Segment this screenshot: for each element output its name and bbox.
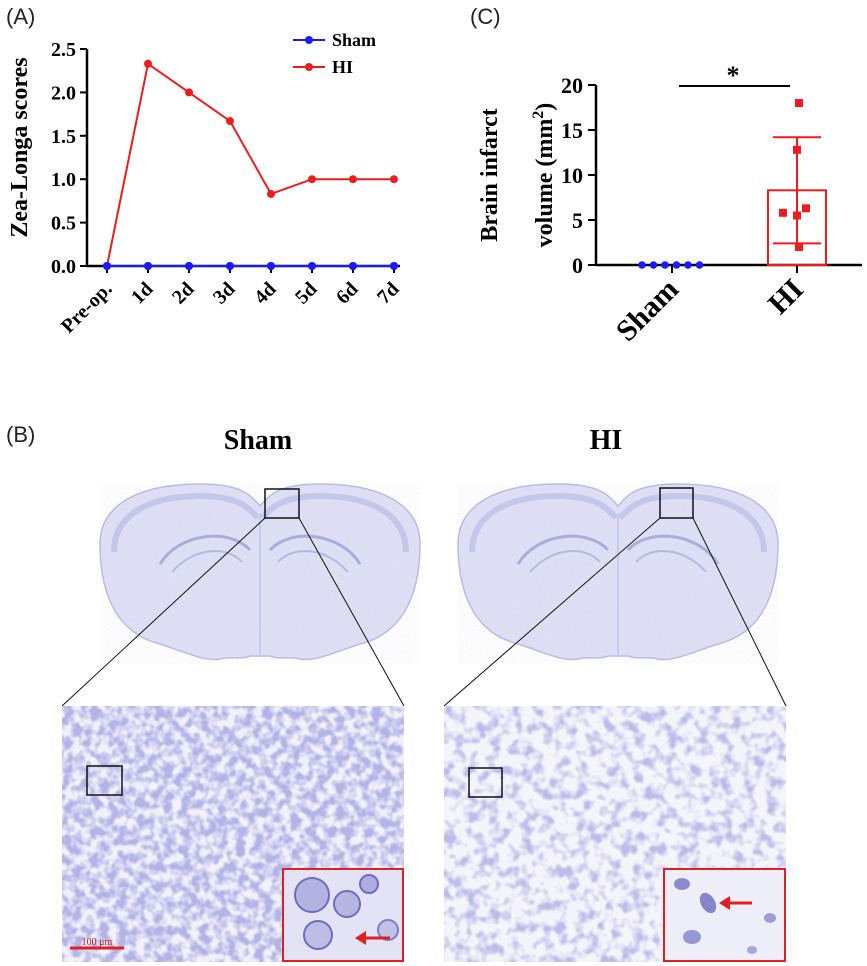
- c-y-tick-label: 15: [561, 118, 583, 143]
- panel-a-letter: (A): [6, 4, 35, 29]
- panel-b-letter: (B): [6, 422, 35, 447]
- c-y-axis-label-line1: Brain infarct: [477, 108, 503, 242]
- data-point-sham: [390, 262, 398, 270]
- a-x-tick-label: 3d: [209, 278, 239, 308]
- point-sham: [684, 261, 692, 269]
- panel-c: (C) 0 5 10 15 20 Sham HI Brain infarct volume (m…: [470, 4, 862, 348]
- point-sham: [672, 261, 681, 269]
- data-point-hi: [226, 117, 234, 126]
- data-point-sham: [226, 262, 234, 270]
- a-y-tick-label: 2.5: [51, 39, 76, 61]
- panel-c-letter: (C): [470, 4, 501, 29]
- a-x-tick-label: 7d: [373, 278, 403, 308]
- hi-section-title: HI: [590, 425, 623, 456]
- point-hi: [793, 145, 801, 154]
- data-point-hi: [144, 59, 152, 68]
- a-y-tick-label: 2.0: [51, 82, 76, 104]
- c-y-tick-label: 5: [572, 208, 583, 233]
- point-sham: [649, 261, 658, 269]
- point-sham: [661, 261, 669, 269]
- a-y-tick-label: 1.5: [51, 126, 76, 148]
- data-point-hi: [390, 175, 398, 184]
- sham-zoom-line-right: [298, 517, 405, 707]
- a-x-tick-label: 5d: [291, 278, 321, 308]
- panel-a-axes: 0.0 0.5 1.0 1.5 2.0 2.5 Pre-op. 1d 2d 3d 4d 5d 6d 7d Z…: [7, 39, 404, 338]
- sham-brain-section: [100, 484, 420, 664]
- point-hi: [779, 208, 787, 217]
- c-x-tick-label: HI: [762, 273, 810, 321]
- point-sham: [638, 261, 646, 269]
- a-x-tick-label: 4d: [250, 278, 280, 308]
- panel-a: (A) 0.0 0.5 1.0 1.5 2.0 2.5 Pre-op. 1d 2d 3d 4d 5d 6…: [6, 4, 404, 338]
- data-point-hi: [308, 175, 316, 184]
- point-hi: [795, 99, 803, 107]
- a-x-tick-label: 6d: [332, 278, 362, 308]
- c-x-tick-label: Sham: [610, 273, 685, 348]
- a-y-axis-label: Zea-Longa scores: [7, 57, 33, 237]
- data-point-sham: [144, 262, 152, 270]
- hi-micrograph: [444, 706, 786, 962]
- a-y-tick-label: 0.5: [51, 213, 76, 235]
- legend-sham-marker: [305, 36, 313, 44]
- significance-star: *: [727, 61, 740, 90]
- c-y-tick-label: 10: [561, 163, 583, 188]
- data-point-sham: [103, 262, 111, 270]
- data-point-hi: [185, 88, 193, 97]
- c-y-axis-label-line2: volume (mm2): [530, 103, 558, 248]
- a-x-tick-label: 1d: [127, 278, 157, 308]
- data-point-sham: [267, 262, 275, 270]
- hi-zoom-region: [659, 487, 694, 519]
- data-point-sham: [349, 262, 357, 270]
- legend-sham-label: Sham: [332, 30, 376, 50]
- hi-inset-region: [468, 767, 503, 798]
- hi-zoom-line-right: [692, 517, 787, 707]
- sham-cell-inset: [282, 868, 404, 962]
- data-point-hi: [349, 175, 357, 184]
- panel-b: (B) Sham HI: [6, 422, 787, 962]
- panel-a-legend: Sham HI: [293, 30, 376, 77]
- data-point-sham: [308, 262, 316, 270]
- a-x-tick-label: Pre-op.: [57, 278, 117, 338]
- legend-hi-label: HI: [332, 57, 353, 77]
- data-point-hi: [267, 189, 275, 198]
- a-y-tick-label: 0.0: [51, 256, 76, 278]
- data-point-sham: [185, 262, 193, 270]
- sham-micrograph: 100 μm: [62, 706, 404, 962]
- sham-zoom-region: [264, 488, 300, 519]
- c-y-tick-label: 0: [572, 253, 583, 278]
- scale-bar-label: 100 μm: [82, 937, 113, 948]
- hi-cell-inset: [663, 868, 786, 962]
- c-y-tick-label: 20: [561, 73, 583, 98]
- hi-zoom-line-left: [443, 517, 661, 707]
- point-hi: [793, 211, 801, 220]
- a-y-tick-label: 1.0: [51, 169, 76, 191]
- point-hi: [795, 243, 803, 251]
- point-hi: [802, 204, 810, 213]
- sham-zoom-line-left: [61, 517, 266, 707]
- sham-section-title: Sham: [224, 425, 292, 456]
- point-sham: [695, 261, 704, 269]
- panel-c-bars: *: [638, 61, 827, 269]
- panel-a-series: [103, 59, 398, 270]
- sham-inset-region: [86, 765, 123, 796]
- a-x-tick-label: 2d: [168, 278, 198, 308]
- series-line-hi: [106, 62, 394, 267]
- legend-hi-marker: [305, 63, 313, 71]
- hi-brain-section: [458, 484, 778, 664]
